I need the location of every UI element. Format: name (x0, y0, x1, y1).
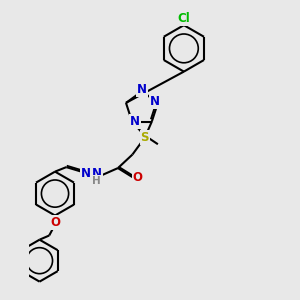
Text: H: H (92, 176, 101, 186)
Text: Cl: Cl (178, 12, 190, 25)
Text: O: O (133, 171, 142, 184)
Text: N: N (137, 83, 147, 96)
Text: N: N (92, 167, 102, 180)
Text: N: N (130, 115, 140, 128)
Text: N: N (150, 95, 160, 108)
Text: N: N (81, 167, 91, 180)
Text: S: S (140, 131, 149, 144)
Text: O: O (50, 216, 60, 229)
